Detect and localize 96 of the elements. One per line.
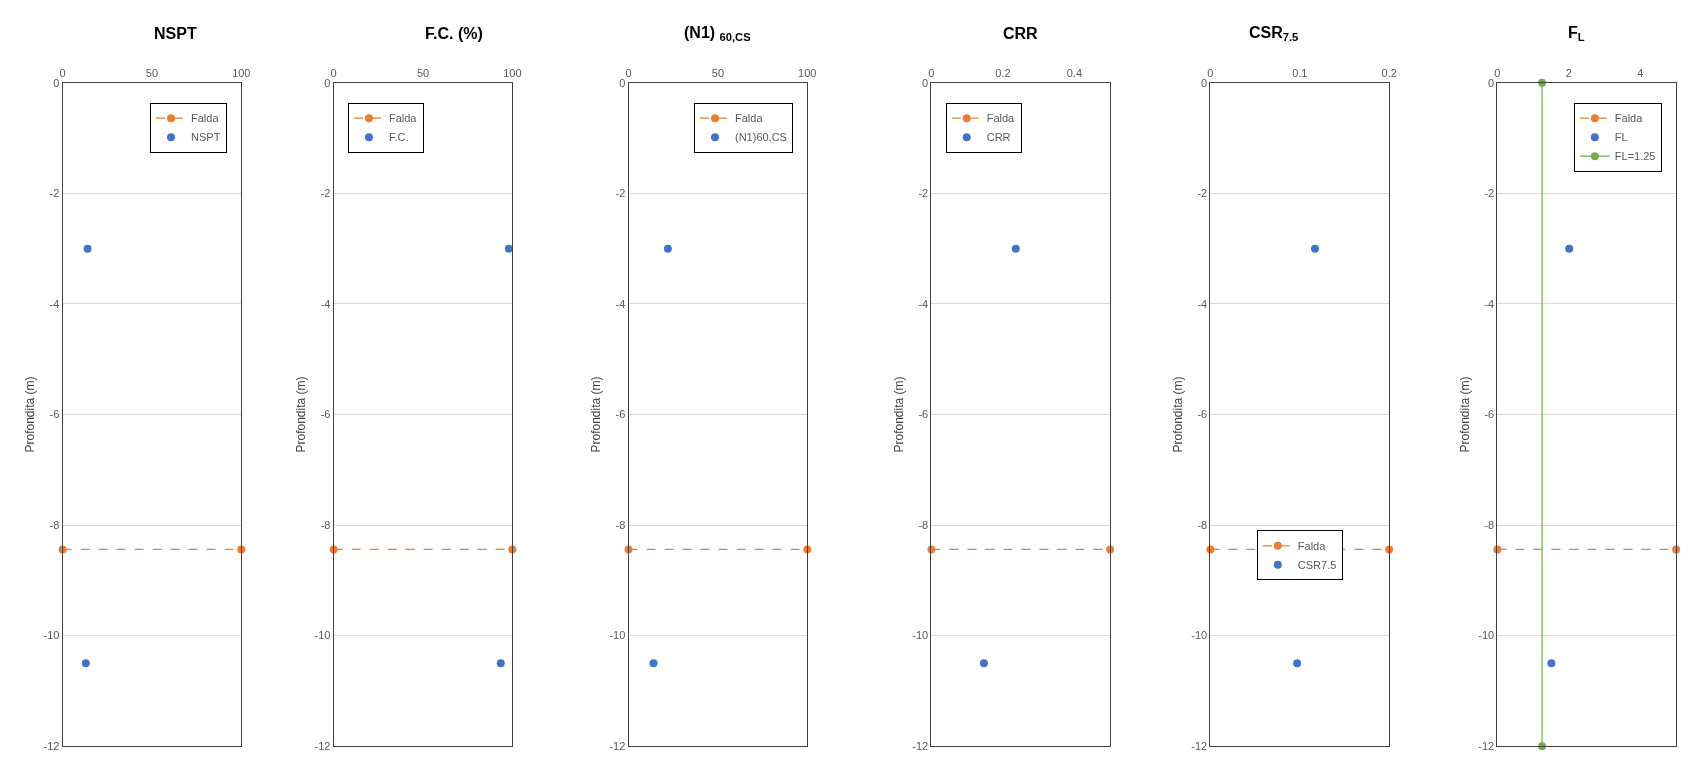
x-tick-label: 50 [711, 67, 725, 80]
x-tick-label: 4 [1637, 67, 1644, 80]
point [1310, 244, 1319, 253]
point [83, 244, 92, 253]
y-tick-label: -2 [320, 187, 331, 200]
legend-label: CRR [986, 131, 1011, 144]
x-tick-label: 0.1 [1292, 67, 1308, 80]
legend-label: Falda [1297, 540, 1327, 553]
x-tick-label: 100 [232, 67, 251, 80]
chart-title: F.C. (%) [425, 25, 483, 42]
chart-title: F$_{L}$ [1568, 24, 1585, 44]
y-tick-label: -6 [49, 408, 60, 421]
point [1385, 545, 1394, 554]
y-tick-label: -10 [1191, 629, 1208, 642]
chart-title: CSR$_{7.5}$ [1249, 24, 1299, 44]
y-axis-title: Profondita (m) [891, 376, 906, 453]
legend-label: Falda [191, 112, 220, 125]
point [649, 659, 658, 668]
y-tick-label: -2 [615, 187, 626, 200]
x-tick-label: 0.2 [1381, 67, 1397, 80]
point [1538, 78, 1547, 87]
chart-title: (N1) $_{60,CS}$ [684, 24, 752, 44]
x-tick-label: 0.2 [995, 67, 1011, 80]
point [496, 659, 505, 668]
y-tick-label: -2 [49, 187, 60, 200]
y-tick-label: -10 [314, 629, 331, 642]
point [1565, 244, 1574, 253]
y-tick-label: -2 [918, 187, 929, 200]
legend-label: F.C. [388, 131, 409, 144]
y-tick-label: 0 [922, 76, 929, 89]
y-tick-label: -2 [1484, 187, 1495, 200]
y-tick-label: -6 [918, 408, 929, 421]
point [1106, 545, 1115, 554]
y-tick-label: -12 [1191, 740, 1208, 753]
y-tick-label: -4 [1484, 297, 1495, 310]
y-tick-label: -8 [918, 518, 929, 531]
point [1538, 742, 1547, 751]
y-tick-label: -8 [615, 518, 626, 531]
x-tick-label: 2 [1565, 67, 1572, 80]
legend-label: (N1)60,CS [734, 131, 787, 144]
y-tick-label: -6 [615, 408, 626, 421]
y-tick-label: -12 [43, 740, 60, 753]
point [663, 244, 672, 253]
point [979, 659, 988, 668]
y-axis-title: Profondita (m) [588, 376, 603, 453]
y-tick-label: -10 [43, 629, 60, 642]
y-tick-label: 0 [619, 76, 626, 89]
point [1672, 545, 1681, 554]
y-tick-label: -12 [314, 740, 331, 753]
y-tick-label: -12 [1478, 740, 1495, 753]
y-tick-label: -6 [320, 408, 331, 421]
legend-label: NSPT [191, 131, 221, 144]
y-axis-title: Profondita (m) [1457, 376, 1472, 453]
y-tick-label: -10 [912, 629, 929, 642]
x-tick-label: 50 [416, 67, 430, 80]
point [1547, 659, 1556, 668]
chart-title: CRR [1003, 25, 1039, 42]
legend-label: CSR7.5 [1297, 559, 1337, 572]
legend-label: Falda [986, 112, 1016, 125]
y-tick-label: -8 [1484, 518, 1495, 531]
legend-label: FL [1614, 131, 1628, 144]
y-tick-label: -4 [615, 297, 626, 310]
y-tick-label: -4 [320, 297, 331, 310]
y-tick-label: -8 [49, 518, 60, 531]
x-tick-label: 50 [145, 67, 159, 80]
y-tick-label: -6 [1484, 408, 1495, 421]
y-tick-label: -4 [49, 297, 60, 310]
y-tick-label: 0 [1201, 76, 1208, 89]
y-tick-label: -2 [1197, 187, 1208, 200]
y-tick-label: -10 [609, 629, 626, 642]
legend-label: Falda [388, 112, 418, 125]
y-tick-label: -4 [1197, 297, 1208, 310]
legend-label: Falda [1614, 112, 1644, 125]
legend-label: Falda [734, 112, 764, 125]
x-tick-label: 100 [798, 67, 817, 80]
y-tick-label: 0 [53, 76, 60, 89]
y-tick-label: -8 [320, 518, 331, 531]
y-tick-label: 0 [1488, 76, 1495, 89]
y-axis-title: Profondita (m) [293, 376, 308, 453]
x-tick-label: 100 [503, 67, 522, 80]
y-tick-label: -10 [1478, 629, 1495, 642]
y-tick-label: -4 [918, 297, 929, 310]
legend-label: FL=1.25 [1614, 150, 1656, 163]
point [504, 244, 513, 253]
point [1293, 659, 1302, 668]
chart-title: NSPT [154, 25, 197, 42]
point [1011, 244, 1020, 253]
y-tick-label: -6 [1197, 408, 1208, 421]
x-tick-label: 0.4 [1066, 67, 1083, 80]
y-tick-label: -12 [609, 740, 626, 753]
y-tick-label: -8 [1197, 518, 1208, 531]
y-tick-label: 0 [324, 76, 331, 89]
point [81, 659, 90, 668]
y-axis-title: Profondita (m) [1170, 376, 1185, 453]
y-axis-title: Profondita (m) [22, 376, 37, 453]
y-tick-label: -12 [912, 740, 929, 753]
